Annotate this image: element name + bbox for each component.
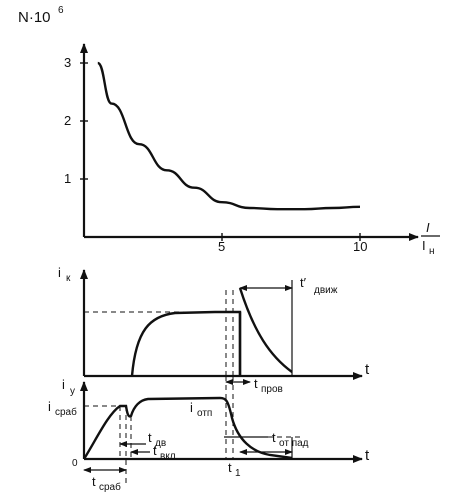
x-tick-label-10: 10 bbox=[353, 239, 367, 254]
i-otp-sub: отп bbox=[197, 408, 212, 419]
t-otpad-sub: от пад bbox=[279, 438, 309, 449]
y-axis-label-exponent: 6 bbox=[58, 5, 64, 16]
t1-sub: 1 bbox=[235, 468, 241, 479]
i-otp-label: i bbox=[190, 400, 193, 415]
ik-t-label: t bbox=[365, 361, 370, 378]
i-srab-sub: сраб bbox=[55, 406, 77, 418]
iy-axis-label: i bbox=[62, 377, 65, 392]
x-tick-label-5: 5 bbox=[218, 239, 225, 254]
t-vkl-label: t bbox=[153, 443, 157, 458]
series-line bbox=[96, 61, 361, 211]
t-prov-label: t bbox=[254, 376, 258, 391]
iy-axis-label-sub: у bbox=[70, 386, 75, 397]
y-ticks: 1 2 3 bbox=[64, 55, 88, 186]
t1-label: t bbox=[228, 460, 232, 475]
ik-current-curve bbox=[130, 287, 293, 377]
ik-diagram: i к t t′ движ bbox=[58, 265, 370, 380]
ik-axis-label: i bbox=[58, 265, 61, 280]
lifetime-chart: N·10 6 1 2 3 5 10 I I н bbox=[18, 5, 440, 257]
t-dvizh-label: t′ bbox=[300, 275, 307, 290]
ik-axis-label-sub: к bbox=[66, 273, 71, 284]
t-prov-sub: пров bbox=[261, 384, 283, 395]
x-axis-label-denominator: I bbox=[422, 238, 426, 253]
origin-label: 0 bbox=[72, 458, 78, 469]
y-axis-label: N·10 bbox=[18, 9, 51, 26]
t-dv-sub: дв bbox=[155, 438, 166, 449]
t-vkl-sub: вкл bbox=[160, 451, 176, 462]
iy-diagram: i у t 0 i сраб i отп t пров t дв t вкл t… bbox=[48, 376, 370, 492]
iy-current-curve bbox=[82, 396, 293, 460]
y-tick-label-1: 1 bbox=[64, 171, 71, 186]
t-srab-sub: сраб bbox=[99, 481, 121, 492]
t-srab-label: t bbox=[92, 474, 96, 489]
i-srab-label: i bbox=[48, 399, 51, 414]
x-axis-label-numerator: I bbox=[426, 220, 430, 235]
iy-t-label: t bbox=[365, 447, 370, 464]
x-axis-label: I I н bbox=[421, 220, 440, 257]
x-ticks: 5 10 bbox=[218, 233, 367, 254]
y-tick-label-3: 3 bbox=[64, 55, 71, 70]
x-axis-label-denominator-sub: н bbox=[429, 246, 435, 257]
y-tick-label-2: 2 bbox=[64, 113, 71, 128]
t-dvizh-sub: движ bbox=[314, 285, 338, 296]
t-dv-label: t bbox=[148, 430, 152, 445]
t-otpad-label: t bbox=[272, 430, 276, 445]
